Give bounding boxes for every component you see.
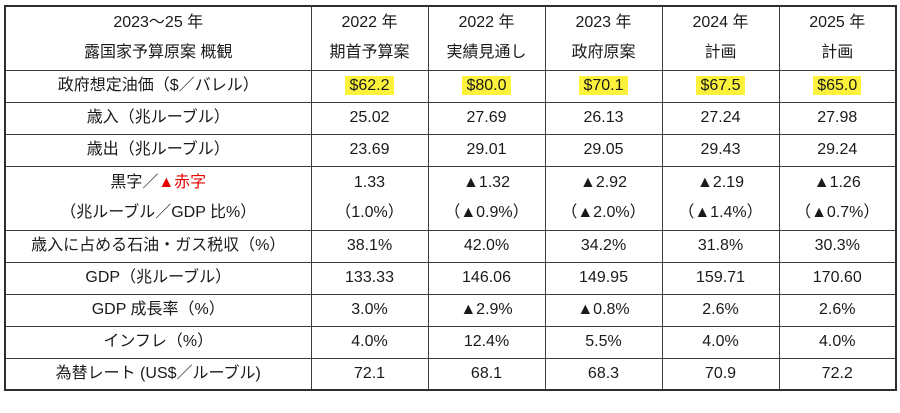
table-header-row: 2023～25 年 露国家予算原案 概観 2022 年 期首予算案 2022 年… [4,5,897,71]
cell-oil-gas-share-2025: 30.3% [778,229,897,263]
table-title-line2: 露国家予算原案 概観 [84,44,233,62]
cell-gdp-growth-2025: 2.6% [778,293,897,327]
row-label-gdp-growth: GDP 成長率（%） [4,293,312,327]
cell-oil-price-2023: $70.1 [544,69,663,103]
highlighted-value: $70.1 [579,76,628,95]
cell-oil-price-2022e: $80.0 [427,69,546,103]
row-inflation: インフレ（%） 4.0% 12.4% 5.5% 4.0% 4.0% [4,325,897,359]
row-label-oil-gas-share: 歳入に占める石油・ガス税収（%） [4,229,312,263]
highlighted-value: $62.2 [345,76,394,95]
row-label-balance: 黒字／▲赤字 （兆ルーブル／GDP 比%） [4,165,312,231]
column-header-2022-initial: 2022 年 期首予算案 [310,5,429,71]
column-header-2025-plan: 2025 年 計画 [778,5,897,71]
row-label-expenditure: 歳出（兆ルーブル） [4,133,312,167]
cell-revenue-2022i: 25.02 [310,101,429,135]
cell-balance-2022i: 1.33 （1.0%） [310,165,429,231]
cell-revenue-2023: 26.13 [544,101,663,135]
cell-gdp-growth-2024: 2.6% [661,293,780,327]
cell-fx-rate-2022i: 72.1 [310,357,429,391]
row-fx-rate: 為替レート (US$／ルーブル) 72.1 68.1 68.3 70.9 72.… [4,357,897,391]
budget-table: 2023～25 年 露国家予算原案 概観 2022 年 期首予算案 2022 年… [4,5,897,391]
cell-oil-price-2025: $65.0 [778,69,897,103]
cell-expenditure-2022i: 23.69 [310,133,429,167]
cell-balance-2024: ▲2.19 （▲1.4%） [661,165,780,231]
cell-inflation-2024: 4.0% [661,325,780,359]
cell-oil-gas-share-2022i: 38.1% [310,229,429,263]
row-gdp-growth: GDP 成長率（%） 3.0% ▲2.9% ▲0.8% 2.6% 2.6% [4,293,897,327]
cell-gdp-2024: 159.71 [661,261,780,295]
row-expenditure: 歳出（兆ルーブル） 23.69 29.01 29.05 29.43 29.24 [4,133,897,167]
column-header-2023-draft: 2023 年 政府原案 [544,5,663,71]
row-label-revenue: 歳入（兆ルーブル） [4,101,312,135]
cell-fx-rate-2023: 68.3 [544,357,663,391]
highlighted-value: $80.0 [462,76,511,95]
cell-balance-2025: ▲1.26 （▲0.7%） [778,165,897,231]
cell-expenditure-2024: 29.43 [661,133,780,167]
highlighted-value: $67.5 [696,76,745,95]
row-oil-gas-share: 歳入に占める石油・ガス税収（%） 38.1% 42.0% 34.2% 31.8%… [4,229,897,263]
row-revenue: 歳入（兆ルーブル） 25.02 27.69 26.13 27.24 27.98 [4,101,897,135]
highlighted-value: $65.0 [813,76,862,95]
balance-label-line1: 黒字／▲赤字 [110,174,207,191]
balance-label-line2: （兆ルーブル／GDP 比%） [60,204,257,221]
cell-fx-rate-2025: 72.2 [778,357,897,391]
cell-gdp-2022e: 146.06 [427,261,546,295]
cell-gdp-growth-2022i: 3.0% [310,293,429,327]
cell-fx-rate-2024: 70.9 [661,357,780,391]
cell-gdp-growth-2022e: ▲2.9% [427,293,546,327]
cell-revenue-2022e: 27.69 [427,101,546,135]
row-gdp: GDP（兆ルーブル） 133.33 146.06 149.95 159.71 1… [4,261,897,295]
cell-inflation-2025: 4.0% [778,325,897,359]
column-header-2024-plan: 2024 年 計画 [661,5,780,71]
cell-revenue-2024: 27.24 [661,101,780,135]
cell-expenditure-2025: 29.24 [778,133,897,167]
cell-fx-rate-2022e: 68.1 [427,357,546,391]
cell-inflation-2022i: 4.0% [310,325,429,359]
cell-expenditure-2022e: 29.01 [427,133,546,167]
cell-oil-gas-share-2024: 31.8% [661,229,780,263]
cell-expenditure-2023: 29.05 [544,133,663,167]
cell-gdp-growth-2023: ▲0.8% [544,293,663,327]
cell-gdp-2023: 149.95 [544,261,663,295]
cell-inflation-2022e: 12.4% [427,325,546,359]
cell-inflation-2023: 5.5% [544,325,663,359]
cell-gdp-2025: 170.60 [778,261,897,295]
cell-oil-gas-share-2023: 34.2% [544,229,663,263]
row-oil-price: 政府想定油価（$／バレル） $62.2 $80.0 $70.1 $67.5 $6… [4,69,897,103]
cell-oil-price-2024: $67.5 [661,69,780,103]
deficit-label-red: ▲赤字 [158,174,207,191]
table-title-cell: 2023～25 年 露国家予算原案 概観 [4,5,312,71]
table-title-line1: 2023～25 年 [113,14,204,32]
cell-revenue-2025: 27.98 [778,101,897,135]
row-label-inflation: インフレ（%） [4,325,312,359]
cell-oil-price-2022i: $62.2 [310,69,429,103]
row-balance: 黒字／▲赤字 （兆ルーブル／GDP 比%） 1.33 （1.0%） ▲1.32 … [4,165,897,231]
row-label-oil-price: 政府想定油価（$／バレル） [4,69,312,103]
cell-oil-gas-share-2022e: 42.0% [427,229,546,263]
cell-balance-2022e: ▲1.32 （▲0.9%） [427,165,546,231]
cell-balance-2023: ▲2.92 （▲2.0%） [544,165,663,231]
row-label-fx-rate: 為替レート (US$／ルーブル) [4,357,312,391]
row-label-gdp: GDP（兆ルーブル） [4,261,312,295]
column-header-2022-estimate: 2022 年 実績見通し [427,5,546,71]
cell-gdp-2022i: 133.33 [310,261,429,295]
